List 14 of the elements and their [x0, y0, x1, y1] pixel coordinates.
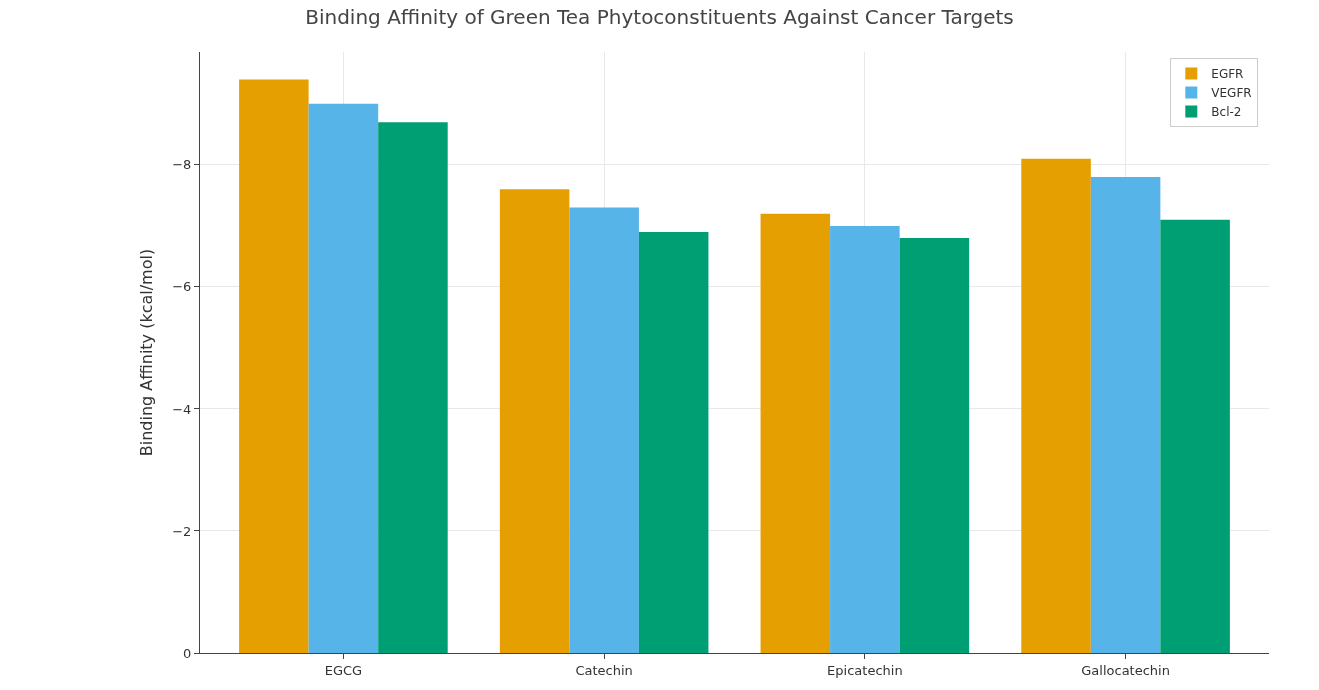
legend-label: EGFR	[1211, 67, 1244, 82]
y-tick-label: −4	[172, 401, 192, 417]
y-tick-label: −8	[172, 157, 192, 173]
legend-label: VEGFR	[1211, 86, 1252, 101]
y-tick-label: 0	[183, 645, 192, 661]
y-tick-label: −6	[172, 279, 192, 295]
legend-label: Bcl-2	[1211, 105, 1242, 120]
x-tick-label: Epicatechin	[827, 662, 903, 678]
y-axis-title: Binding Affinity (kcal/mol)	[137, 248, 157, 457]
x-tick-label: EGCG	[324, 662, 363, 678]
x-tick-label: Gallocatechin	[1081, 662, 1170, 678]
y-tick-label: −2	[172, 523, 192, 539]
chart-title: Binding Affinity of Green Tea Phytoconstituents Against Cancer Targets	[305, 5, 1014, 30]
x-tick-label: Catechin	[575, 662, 633, 678]
